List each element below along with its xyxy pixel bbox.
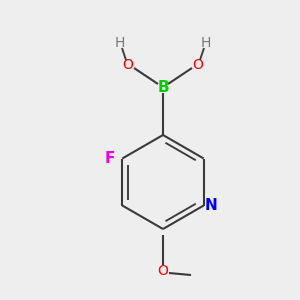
Text: N: N <box>204 198 217 213</box>
Text: O: O <box>123 58 134 72</box>
Text: O: O <box>158 264 168 278</box>
Text: O: O <box>193 58 203 72</box>
Text: H: H <box>201 36 211 50</box>
Text: H: H <box>115 36 125 50</box>
Text: F: F <box>105 151 116 166</box>
Text: B: B <box>157 80 169 94</box>
